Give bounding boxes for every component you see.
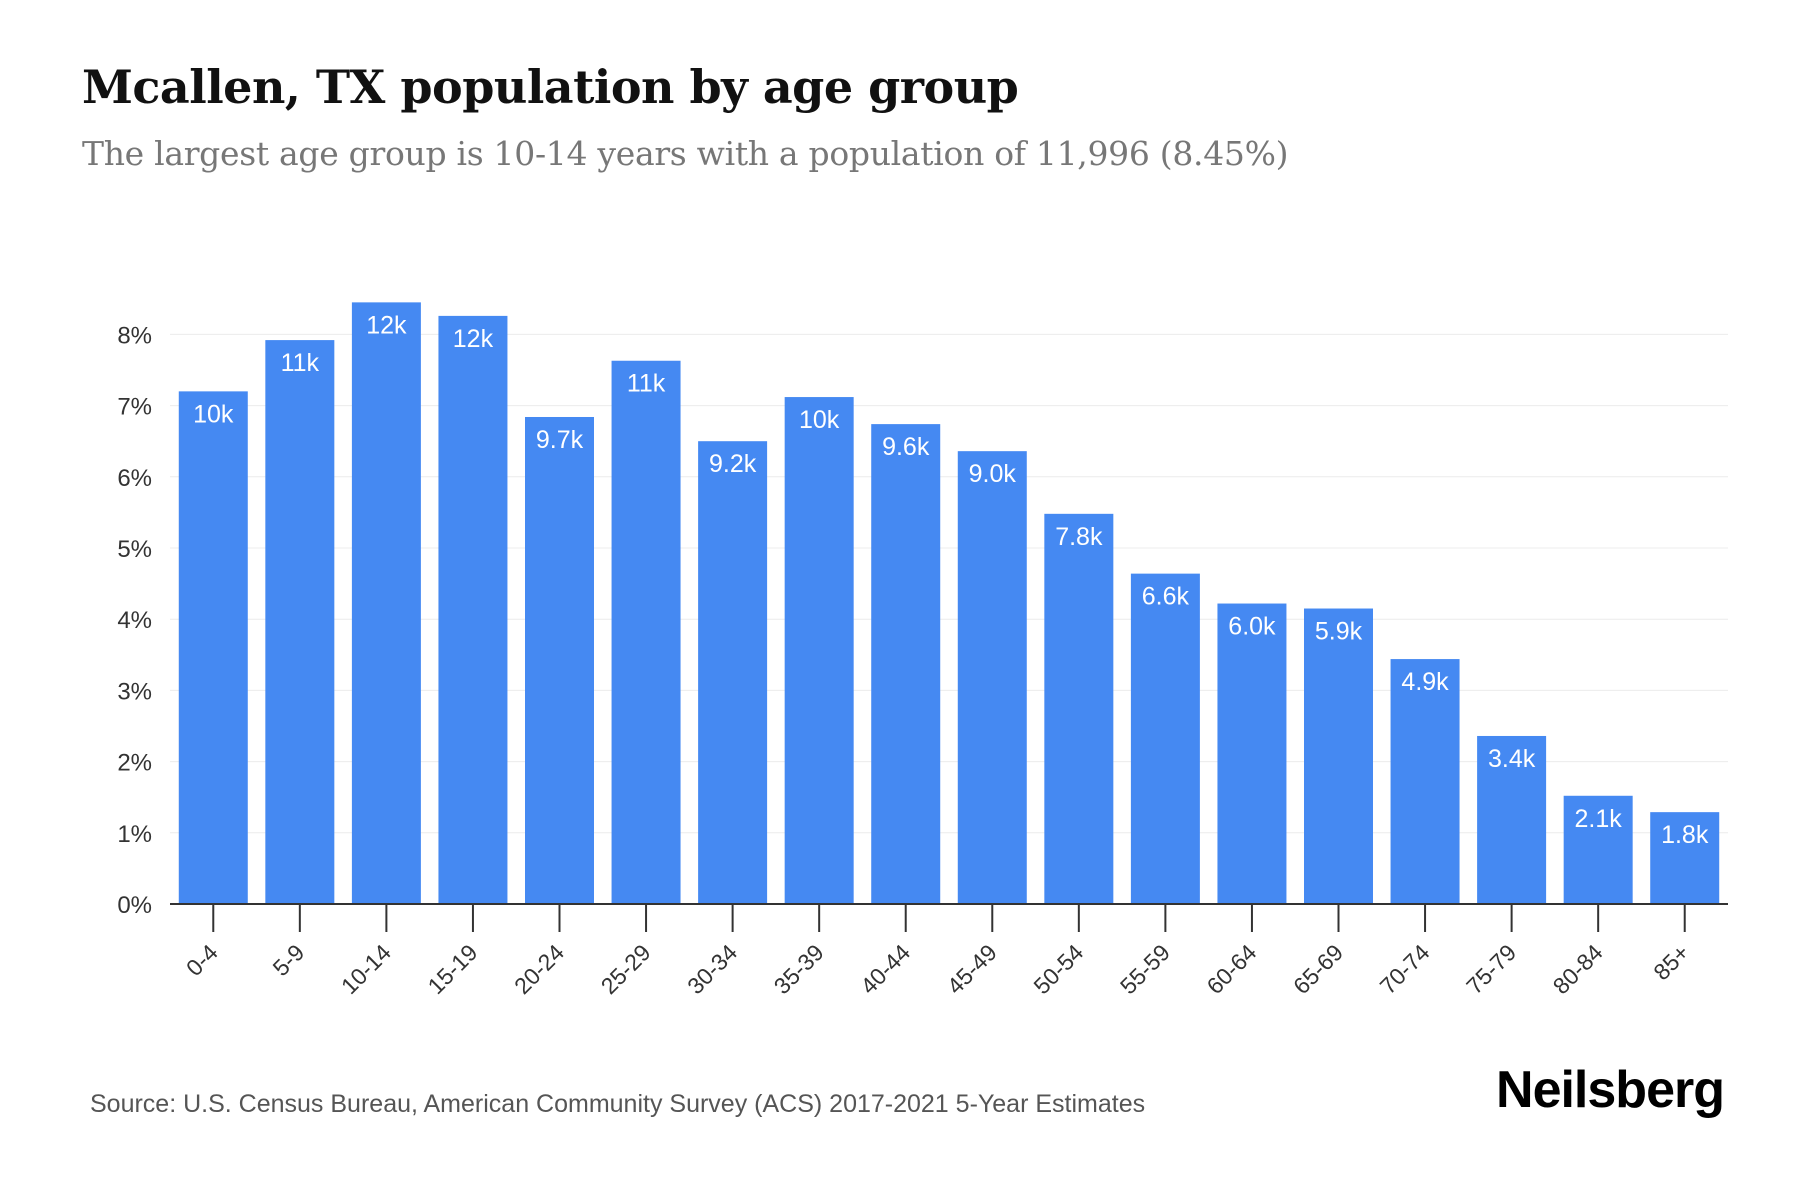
bar: [784, 397, 854, 904]
data-label: 9.0k: [969, 460, 1017, 488]
bar-chart: 0% 1% 2% 3% 4% 5% 6% 7% 8% 10k 0-4 11k 5-9 12k 10-14 12…: [117, 302, 1728, 999]
bar: [698, 441, 768, 904]
data-label: 1.8k: [1661, 821, 1709, 849]
x-tick-label: 40-44: [855, 939, 915, 999]
y-tick-label: 7%: [117, 394, 152, 421]
y-tick-label: 8%: [117, 322, 152, 349]
bar: [1044, 513, 1114, 904]
chart-title: Mcallen, TX population by age group: [82, 60, 1019, 114]
data-label: 11k: [627, 370, 666, 398]
x-tick-label: 70-74: [1375, 939, 1435, 999]
data-label: 6.6k: [1142, 583, 1190, 611]
y-tick-label: 0%: [117, 892, 152, 919]
bar: [1130, 573, 1200, 904]
bar: [351, 302, 421, 904]
data-label: 7.8k: [1055, 523, 1103, 551]
x-tick-label: 5-9: [267, 939, 309, 981]
x-tick-label: 50-54: [1028, 939, 1088, 999]
data-label: 10k: [799, 406, 840, 434]
data-label: 2.1k: [1575, 805, 1623, 833]
y-tick-label: 3%: [117, 678, 152, 705]
data-label: 12k: [366, 311, 407, 339]
y-tick-label: 1%: [117, 821, 152, 848]
x-tick-label: 35-39: [769, 939, 829, 999]
x-tick-label: 25-29: [596, 939, 656, 999]
bar: [1563, 795, 1633, 904]
x-tick-label: 20-24: [509, 939, 569, 999]
bar: [438, 315, 508, 904]
x-tick-label: 65-69: [1288, 939, 1348, 999]
bar: [178, 391, 248, 904]
x-tick-label: 45-49: [942, 939, 1002, 999]
source-note: Source: U.S. Census Bureau, American Com…: [90, 1090, 1146, 1118]
bar: [1650, 812, 1720, 904]
bar: [525, 416, 594, 904]
data-label: 6.0k: [1228, 613, 1276, 641]
x-tick-label: 80-84: [1548, 939, 1608, 999]
y-tick-label: 4%: [117, 607, 152, 634]
bar: [957, 451, 1027, 904]
x-tick-label: 30-34: [682, 939, 742, 999]
bar: [1390, 659, 1460, 904]
x-tick-label: 55-59: [1115, 939, 1175, 999]
data-label: 9.2k: [709, 450, 757, 478]
y-tick-label: 6%: [117, 465, 152, 492]
x-tick-label: 85+: [1648, 939, 1694, 985]
bar: [611, 360, 681, 904]
bar: [265, 340, 335, 904]
chart-subtitle: The largest age group is 10-14 years wit…: [82, 134, 1289, 173]
bar: [1477, 735, 1547, 904]
x-tick-label: 15-19: [422, 939, 482, 999]
y-tick-label: 5%: [117, 536, 152, 563]
x-tick-label: 0-4: [181, 939, 223, 981]
brand-logo: Neilsberg: [1496, 1061, 1725, 1119]
data-label: 12k: [453, 325, 494, 353]
bar: [1304, 608, 1373, 904]
data-label: 9.6k: [882, 433, 930, 461]
y-tick-label: 2%: [117, 750, 152, 777]
data-label: 11k: [281, 349, 320, 377]
data-label: 5.9k: [1315, 618, 1363, 646]
data-label: 4.9k: [1401, 668, 1449, 696]
bar: [871, 424, 941, 904]
x-tick-label: 75-79: [1461, 939, 1521, 999]
x-tick-label: 60-64: [1201, 939, 1261, 999]
bar: [1217, 603, 1287, 904]
x-tick-label: 10-14: [336, 939, 396, 999]
data-label: 10k: [193, 400, 234, 428]
data-label: 3.4k: [1488, 745, 1536, 773]
data-label: 9.7k: [536, 426, 584, 454]
